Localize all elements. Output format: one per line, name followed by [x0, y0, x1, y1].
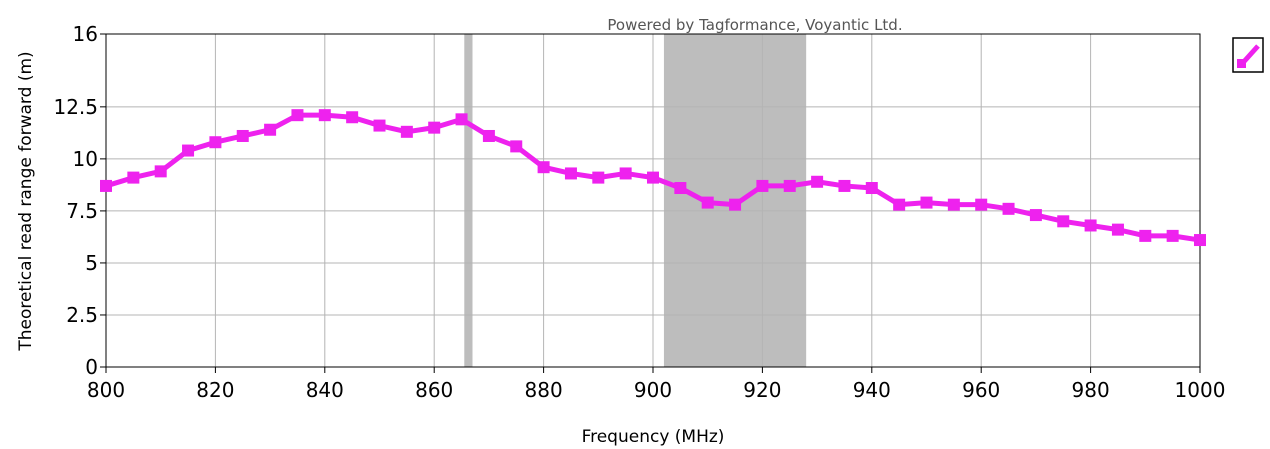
data-point: [729, 198, 742, 211]
data-point: [318, 109, 331, 122]
x-tick-label: 840: [306, 378, 344, 402]
y-axis: 0 2.5 5 7.5 10 12.5 16: [53, 22, 106, 379]
data-point: [947, 198, 960, 211]
data-point: [893, 198, 906, 211]
data-point: [537, 161, 550, 174]
data-point: [1029, 209, 1042, 222]
data-point: [811, 175, 824, 188]
x-tick-label: 820: [196, 378, 234, 402]
x-tick-label: 900: [634, 378, 672, 402]
data-point: [619, 167, 632, 180]
data-point: [291, 109, 304, 122]
y-tick-label: 10: [73, 147, 98, 171]
data-point: [127, 171, 140, 184]
data-point: [756, 179, 769, 192]
x-tick-label: 920: [743, 378, 781, 402]
x-tick-label: 800: [87, 378, 125, 402]
data-point: [455, 113, 468, 126]
grid: [105, 33, 1201, 368]
data-point: [182, 144, 195, 157]
x-tick-label: 960: [962, 378, 1000, 402]
data-point: [1057, 215, 1070, 228]
data-point: [209, 136, 222, 149]
data-point: [564, 167, 577, 180]
x-axis: 800 820 840 860 880 900 920 940 960 980 1000: [87, 367, 1226, 402]
series-layer: [100, 109, 1206, 247]
shaded-band-0: [464, 34, 473, 367]
data-point: [100, 179, 112, 192]
x-tick-label: 860: [415, 378, 453, 402]
data-point: [510, 140, 523, 153]
data-point: [154, 165, 167, 178]
data-point: [701, 196, 714, 209]
data-point: [674, 182, 687, 195]
y-axis-title: Theoretical read range forward (m): [16, 51, 36, 351]
x-tick-label: 940: [853, 378, 891, 402]
data-point: [920, 196, 933, 209]
data-point: [346, 111, 359, 124]
x-tick-label: 1000: [1175, 378, 1226, 402]
y-tick-label: 16: [73, 22, 98, 46]
data-point: [373, 119, 386, 132]
data-point: [428, 121, 441, 134]
shaded-bands: [464, 34, 807, 367]
data-point: [1111, 223, 1124, 236]
x-axis-title: Frequency (MHz): [582, 427, 725, 447]
y-tick-label: 5: [85, 251, 98, 275]
data-point: [647, 171, 659, 184]
data-point: [1002, 202, 1015, 215]
data-point: [783, 179, 796, 192]
y-tick-label: 2.5: [66, 303, 98, 327]
data-point: [236, 129, 249, 142]
y-tick-label: 7.5: [66, 199, 98, 223]
legend-marker-icon: [1237, 59, 1246, 68]
y-tick-label: 12.5: [53, 95, 98, 119]
x-tick-label: 880: [525, 378, 563, 402]
y-tick-label: 0: [85, 355, 98, 379]
data-point: [865, 182, 878, 195]
data-point: [1166, 229, 1179, 242]
data-point: [264, 123, 277, 136]
data-point: [1139, 229, 1152, 242]
legend: [1232, 37, 1264, 73]
data-point: [1084, 219, 1097, 232]
watermark: Powered by Tagformance, Voyantic Ltd.: [607, 16, 902, 34]
data-point: [592, 171, 605, 184]
data-point: [838, 179, 851, 192]
data-point: [1194, 234, 1206, 247]
data-point: [482, 129, 495, 142]
x-tick-label: 980: [1072, 378, 1110, 402]
data-point: [400, 125, 413, 138]
data-point: [975, 198, 988, 211]
